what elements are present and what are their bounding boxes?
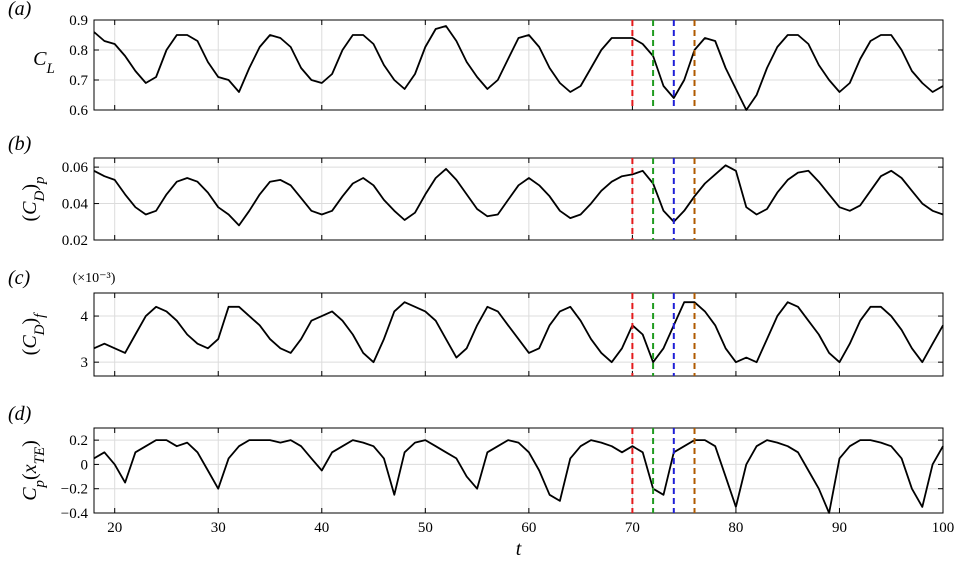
y-tick-label: 0.6 xyxy=(69,103,88,119)
y-tick-label: 0.06 xyxy=(62,160,89,176)
y-tick-label: 0.8 xyxy=(69,43,88,59)
y-axis-title: CL xyxy=(33,48,55,77)
y-tick-label: −0.2 xyxy=(61,482,88,498)
series-line xyxy=(93,25,944,111)
x-tick-label: 100 xyxy=(932,520,955,536)
y-axis-title: (CD)p xyxy=(19,176,48,222)
x-tick-label: 40 xyxy=(314,520,329,536)
y-tick-label: 0.7 xyxy=(69,73,88,89)
axes-box xyxy=(93,157,944,241)
y-axis-title: Cp(xTE) xyxy=(19,440,48,501)
series-line xyxy=(93,439,944,514)
panel-label: (a) xyxy=(8,0,32,20)
axes-box xyxy=(93,19,944,111)
y-tick-label: 4 xyxy=(81,309,89,325)
x-tick-label: 90 xyxy=(832,520,847,536)
x-tick-label: 70 xyxy=(625,520,640,536)
panel-label: (c) xyxy=(8,267,31,289)
x-tick-label: 30 xyxy=(211,520,226,536)
y-tick-label: 0.9 xyxy=(69,13,88,29)
series-line xyxy=(93,164,944,227)
x-axis-title: t xyxy=(516,538,522,560)
axes-box xyxy=(93,427,944,514)
x-tick-label: 60 xyxy=(521,520,536,536)
y-tick-label: −0.4 xyxy=(61,506,89,522)
x-tick-label: 50 xyxy=(418,520,433,536)
x-tick-label: 20 xyxy=(107,520,122,536)
panel-label: (d) xyxy=(8,403,32,425)
y-axis-title: (CD)f xyxy=(19,312,48,356)
y-tick-label: 3 xyxy=(81,355,89,371)
y-tick-label: 0 xyxy=(81,457,89,473)
axes-box xyxy=(93,292,944,377)
panel-label: (b) xyxy=(8,133,32,155)
y-tick-label: 0.02 xyxy=(62,233,88,249)
y-tick-label: 0.04 xyxy=(62,197,89,213)
x-tick-label: 80 xyxy=(728,520,743,536)
axis-multiplier: (×10⁻³) xyxy=(73,271,116,286)
series-line xyxy=(93,301,944,364)
y-tick-label: 0.2 xyxy=(69,433,88,449)
